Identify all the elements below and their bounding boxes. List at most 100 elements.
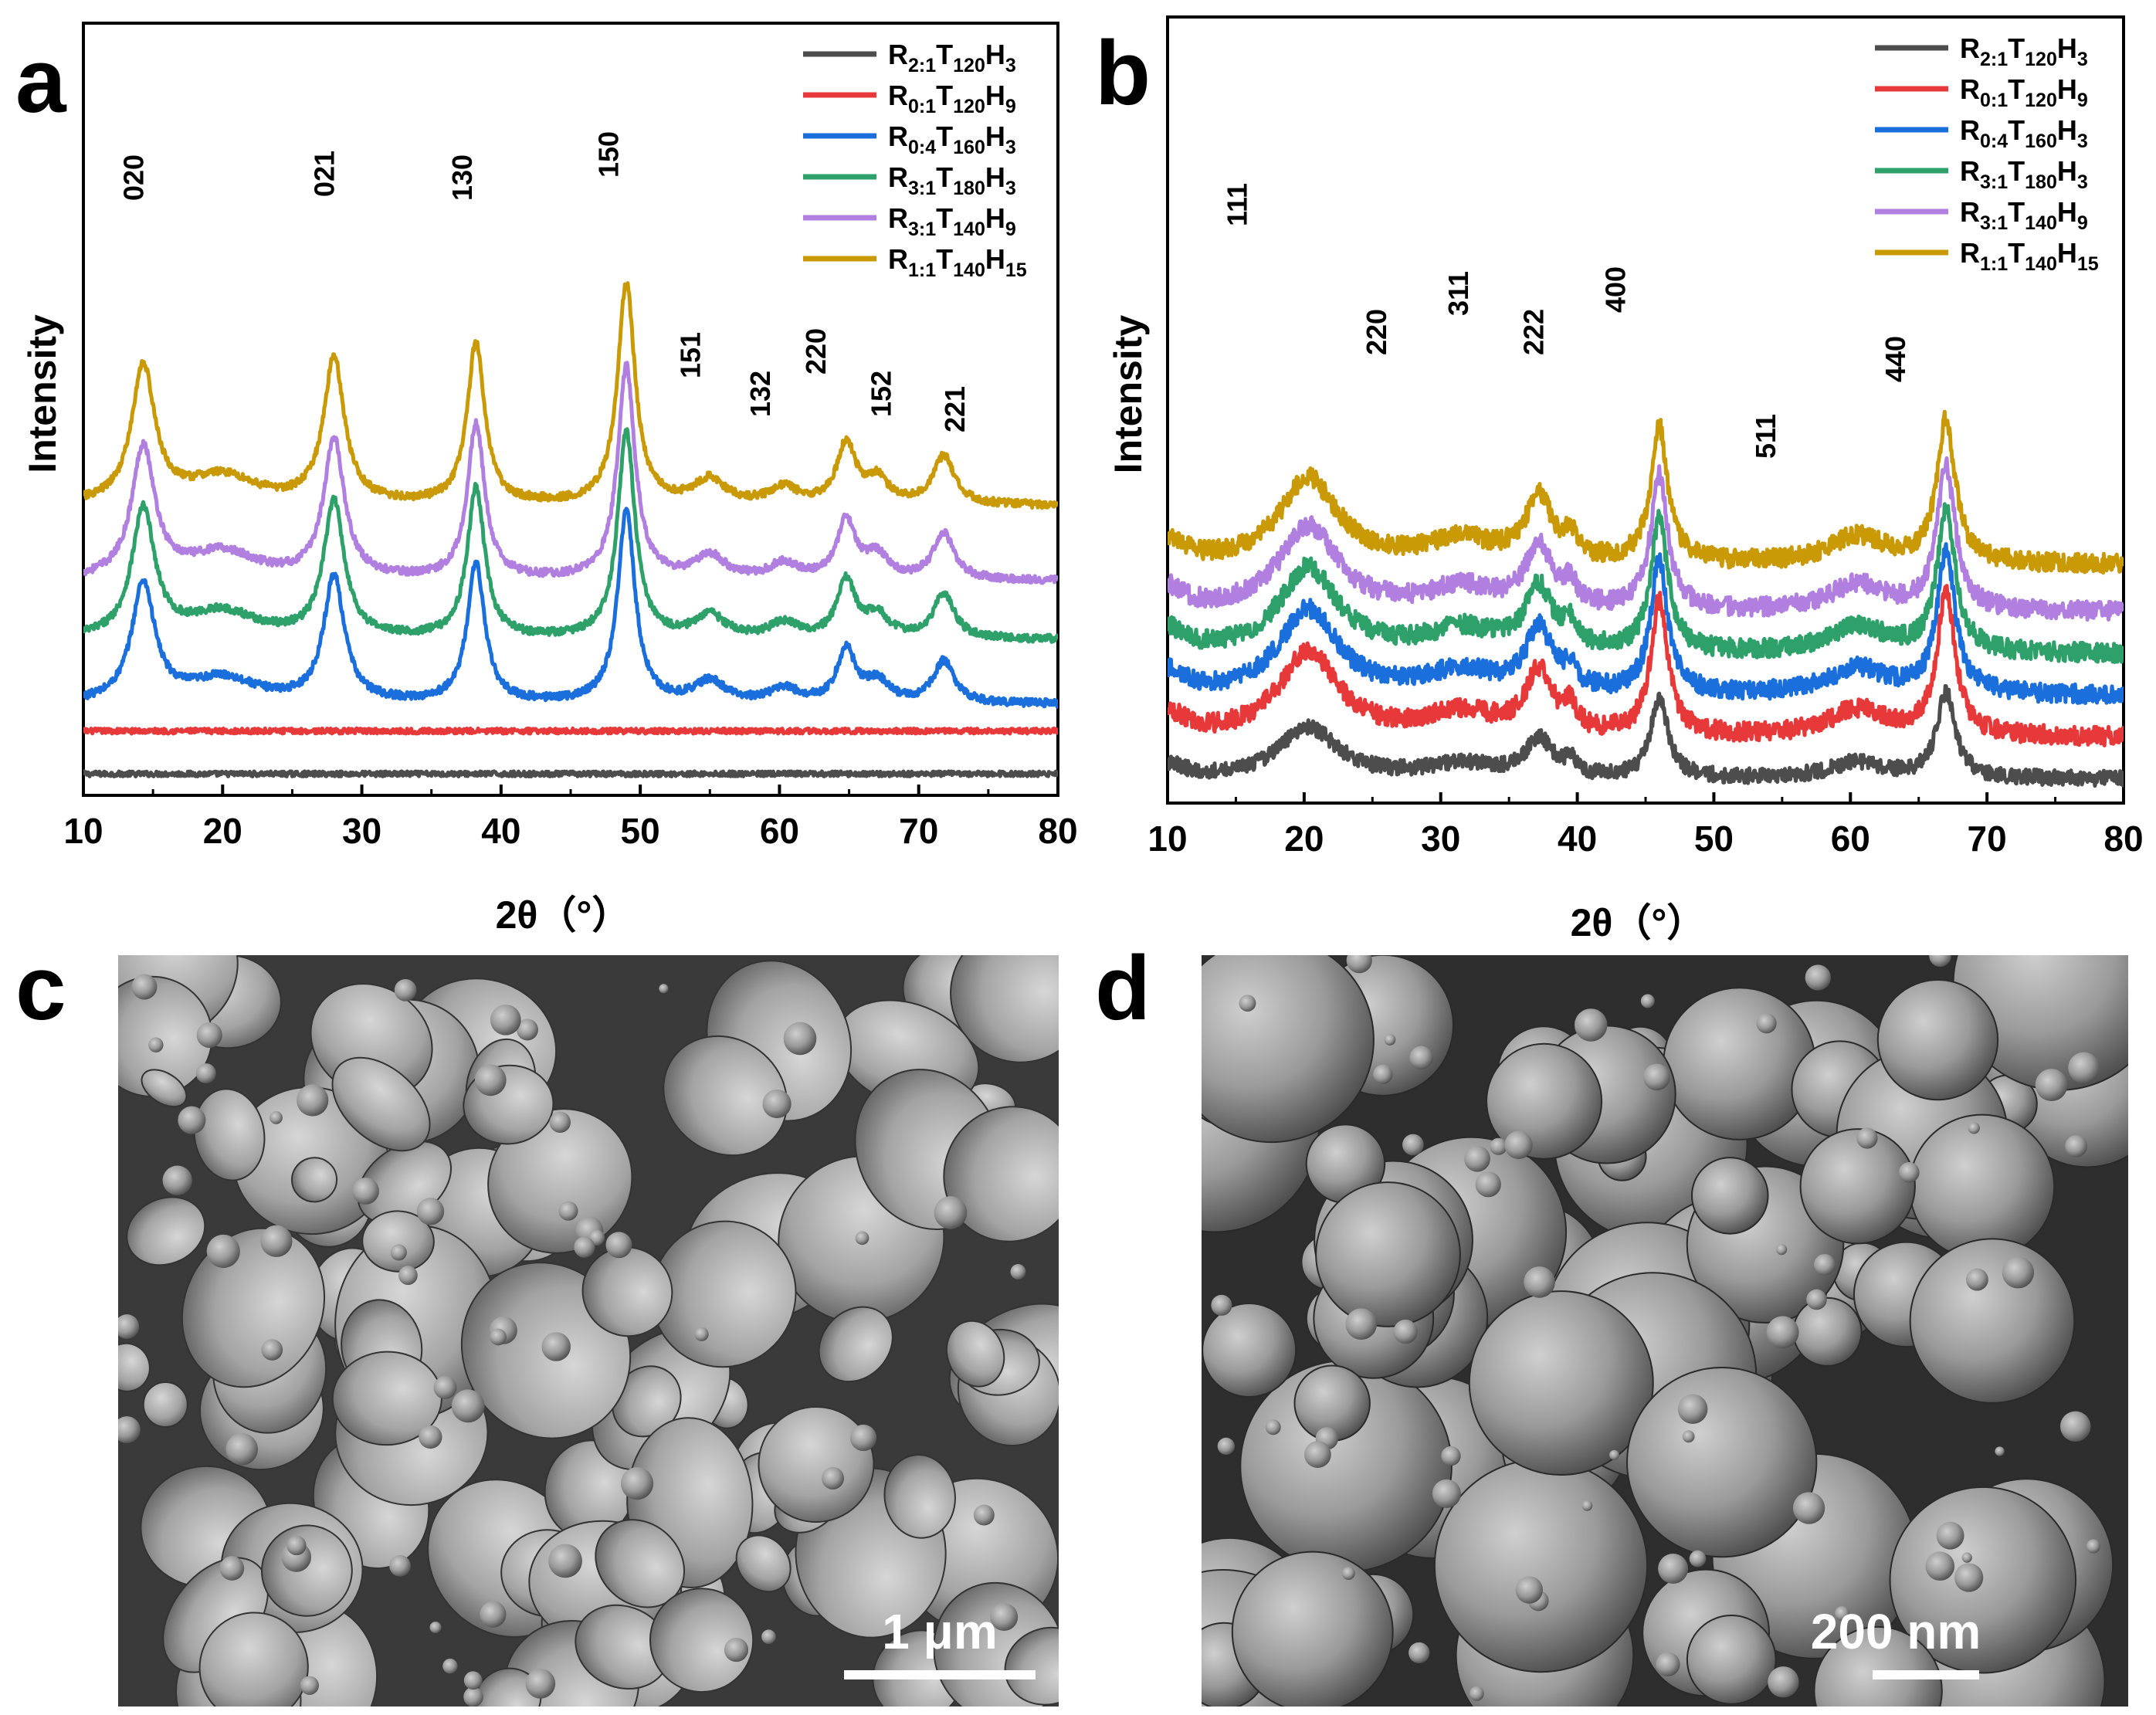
- peak-label-152: 152: [866, 371, 897, 417]
- sem-small-particle: [1393, 1319, 1418, 1344]
- sem-small-particle: [1239, 995, 1256, 1012]
- sem-small-particle: [558, 1201, 578, 1221]
- sem-small-particle: [1010, 1264, 1026, 1279]
- sem-particle: [1004, 1626, 1059, 1706]
- x-tick-label: 80: [1038, 811, 1077, 851]
- sem-small-particle: [178, 1106, 206, 1134]
- sem-particle: [1231, 1551, 1394, 1707]
- sem-small-particle: [219, 1556, 245, 1581]
- sem-small-particle: [300, 1676, 319, 1695]
- y-axis-title: Intensity: [21, 314, 64, 473]
- sem-small-particle: [1835, 1606, 1850, 1622]
- sem-particle: [1626, 1366, 1818, 1558]
- sem-small-particle: [934, 1196, 968, 1229]
- sem-small-particle: [1682, 1430, 1695, 1443]
- sem-small-particle: [1929, 955, 1951, 968]
- sem-particle: [141, 1069, 188, 1108]
- series-line-R3:1T180H3: [1168, 502, 2124, 664]
- sem-small-particle: [541, 1332, 571, 1361]
- legend-label: R0:1T120H9: [888, 80, 1016, 117]
- sem-small-particle: [1504, 1130, 1533, 1160]
- series-line-R0:4T160H3: [1168, 542, 2124, 705]
- sem-small-particle: [474, 1064, 507, 1096]
- peak-label-220: 220: [1361, 309, 1392, 355]
- sem-small-particle: [822, 1466, 845, 1490]
- peak-label-221: 221: [939, 386, 971, 432]
- sem-small-particle: [463, 1671, 483, 1690]
- sem-particle: [663, 1035, 788, 1157]
- sem-particle: [1792, 1296, 1863, 1367]
- sem-small-particle: [1965, 1268, 1988, 1291]
- sem-small-particle: [694, 1327, 709, 1341]
- sem-particle: [735, 1534, 792, 1593]
- sem-particle: [1690, 1157, 1769, 1235]
- sem-small-particle: [433, 1375, 457, 1399]
- sem-small-particle: [2059, 1411, 2091, 1442]
- sem-particle: [1799, 1128, 1916, 1245]
- sem-small-particle: [195, 1063, 216, 1084]
- x-tick-label: 60: [1831, 819, 1870, 859]
- sem-small-particle: [148, 1037, 164, 1052]
- sem-small-particle: [1384, 1034, 1396, 1046]
- sem-small-particle: [1936, 1521, 1964, 1550]
- x-tick-label: 20: [203, 811, 242, 851]
- x-tick-label: 70: [899, 811, 938, 851]
- sem-small-particle: [1345, 1308, 1378, 1340]
- sem-small-particle: [2035, 1069, 2068, 1101]
- sem-small-particle: [574, 1236, 595, 1258]
- sem-small-particle: [605, 1232, 632, 1259]
- sem-small-particle: [659, 984, 669, 994]
- sem-particle: [1686, 1614, 1777, 1705]
- sem-small-particle: [2086, 1539, 2100, 1554]
- legend-label: R1:1T140H15: [1960, 237, 2099, 275]
- panel-label-b: b: [1095, 22, 1151, 124]
- sem-small-particle: [1490, 1137, 1507, 1155]
- sem-small-particle: [352, 1177, 379, 1205]
- sem-small-particle: [762, 1089, 792, 1119]
- sem-small-particle: [516, 1018, 538, 1041]
- scale-bar-label-c: 1 μm: [882, 1604, 997, 1659]
- x-tick-label: 70: [1968, 819, 2007, 859]
- sem-small-particle: [1768, 1666, 1799, 1698]
- sem-small-particle: [1469, 1686, 1484, 1701]
- sem-small-particle: [390, 1244, 407, 1261]
- sem-particle: [1663, 987, 1816, 1141]
- sem-image-d: 200 nm: [1202, 955, 2128, 1707]
- x-tick-label: 50: [621, 811, 660, 851]
- sem-small-particle: [973, 1504, 995, 1526]
- sem-small-particle: [162, 1165, 192, 1195]
- series-line-R0:4T160H3: [83, 507, 1058, 709]
- sem-small-particle: [118, 1416, 141, 1443]
- sem-small-particle: [2068, 1052, 2100, 1084]
- sem-small-particle: [1581, 1500, 1593, 1511]
- x-tick-label: 40: [481, 811, 520, 851]
- sem-particle: [943, 1106, 1059, 1242]
- sem-small-particle: [131, 974, 158, 1000]
- sem-small-particle: [1304, 1441, 1331, 1468]
- sem-small-particle: [1968, 1122, 1980, 1134]
- sem-small-particle: [286, 1535, 307, 1556]
- sem-small-particle: [1346, 955, 1372, 974]
- sem-small-particle: [490, 1328, 507, 1346]
- peak-label-132: 132: [744, 371, 776, 417]
- sem-particle: [1909, 1238, 2076, 1404]
- sem-particle: [1433, 1459, 1649, 1673]
- sem-small-particle: [1766, 1316, 1799, 1349]
- legend-label: R3:1T180H3: [1960, 155, 2088, 193]
- sem-particle: [1486, 1042, 1603, 1160]
- sem-particle: [1315, 1181, 1461, 1327]
- sem-small-particle: [225, 1433, 258, 1466]
- sem-small-particle: [261, 1339, 283, 1361]
- sem-small-particle: [394, 978, 417, 1002]
- sem-small-particle: [1609, 1449, 1619, 1460]
- x-tick-label: 40: [1558, 819, 1597, 859]
- sem-small-particle: [783, 1022, 817, 1056]
- sem-small-particle: [1656, 1652, 1680, 1676]
- series-line-R1:1T140H15: [83, 281, 1058, 510]
- sem-small-particle: [389, 1554, 411, 1577]
- peak-label-511: 511: [1750, 414, 1781, 459]
- sem-small-particle: [1995, 1446, 2005, 1456]
- legend-label: R3:1T140H9: [1960, 196, 2088, 234]
- scale-bar-label-d: 200 nm: [1811, 1604, 1981, 1659]
